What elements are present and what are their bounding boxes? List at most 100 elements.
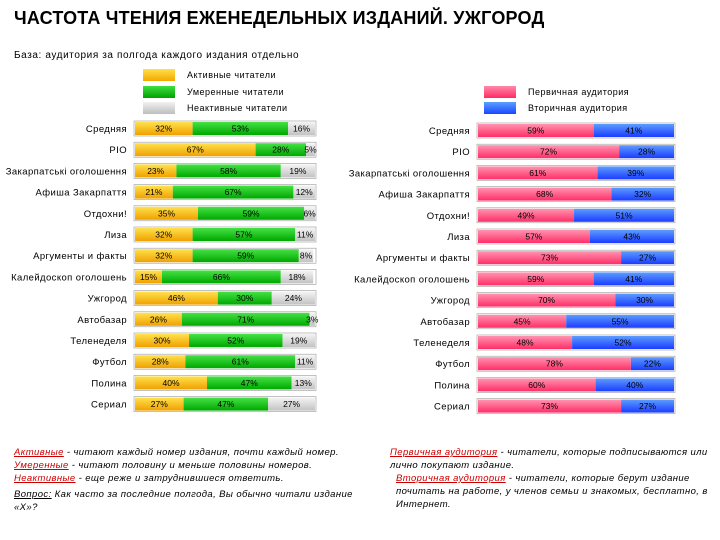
bar-segment-primary (478, 357, 631, 371)
data-label: 24% (285, 293, 302, 303)
category-label: Полина (434, 380, 470, 391)
bar-segment-active (135, 206, 198, 220)
bar-segment-secondary (566, 314, 674, 328)
data-label: 72% (540, 147, 557, 157)
footnote-primary: Первичная аудитория - читатели, которые … (390, 446, 712, 472)
bar-segment-primary (478, 251, 622, 265)
data-label: 26% (150, 314, 167, 324)
bar-segment-primary (478, 293, 616, 307)
legend-swatch-active (143, 69, 175, 81)
data-label: 8% (300, 251, 313, 261)
data-label: 52% (615, 338, 632, 348)
footnote-term: Неактивные (14, 473, 76, 484)
footnote-text: Как часто за последние полгода, Вы обычн… (14, 489, 353, 513)
bar-segment-active (135, 249, 193, 263)
data-label: 70% (538, 295, 555, 305)
bar-segment-inactive (293, 185, 315, 199)
bar-segment-active (135, 270, 162, 284)
bar-segment-moderate (189, 334, 283, 347)
category-label: Закарпатські оголошення (349, 168, 470, 179)
bar-segment-primary (478, 399, 622, 413)
bar-segment-primary (478, 187, 612, 201)
bar-segment-moderate (183, 397, 269, 411)
data-label: 52% (227, 336, 244, 346)
bar-segment-inactive (268, 397, 315, 411)
data-label: 27% (151, 399, 168, 409)
data-label: 73% (541, 401, 558, 411)
category-label: Сериал (91, 400, 127, 411)
data-label: 78% (546, 359, 563, 369)
bar-segment-primary (478, 166, 598, 180)
data-label: 13% (295, 378, 312, 388)
bar-segment-active (135, 355, 186, 369)
footnote-secondary: Вторичная аудитория - читатели, которые … (390, 472, 712, 511)
data-label: 59% (527, 126, 544, 136)
data-label: 55% (612, 316, 629, 326)
bar-segment-secondary (621, 399, 674, 413)
data-label: 11% (297, 357, 314, 367)
bar-segment-moderate (172, 185, 294, 199)
footnotes-left: Активные - читают каждый номер издания, … (14, 446, 374, 514)
category-label: PIO (452, 147, 470, 158)
data-label: 32% (155, 124, 172, 134)
category-label: Закарпатські оголошення (6, 166, 127, 177)
bar-segment-inactive (304, 206, 315, 220)
base-note: База: аудитория за полгода каждого издан… (14, 50, 300, 61)
category-label: Отдохни! (84, 209, 127, 220)
category-label: Отдохни! (427, 211, 470, 222)
category-label: Лиза (104, 230, 127, 241)
bar-segment-inactive (309, 312, 315, 326)
legend-item-primary: Первичная аудитория (484, 86, 629, 98)
data-label: 71% (237, 314, 254, 324)
data-label: 28% (638, 147, 655, 157)
footnote-term: Умеренные (14, 460, 69, 471)
data-label: 32% (634, 189, 651, 199)
footnote-term: Вопрос: (14, 489, 52, 500)
left-chart: Средняя 32% 53% 16% PIO 67% 28% 5% Закарпатські … (6, 120, 319, 412)
data-label: 27% (639, 253, 656, 263)
bar-segment-primary (478, 145, 620, 159)
data-label: 6% (303, 208, 316, 218)
footnote-moderate: Умеренные - читают половину и меньше пол… (14, 459, 374, 472)
category-label: Калейдоскоп оголошень (354, 274, 470, 285)
data-label: 28% (272, 145, 289, 155)
bar-segment-primary (478, 336, 573, 349)
bar-segment-active (135, 143, 256, 157)
category-label: Аргументы и факты (33, 251, 127, 262)
data-label: 59% (237, 251, 254, 261)
bar-segment-inactive (280, 164, 315, 178)
data-label: 30% (636, 295, 653, 305)
data-label: 35% (158, 208, 175, 218)
legend-swatch-primary (484, 86, 516, 98)
bar-segment-moderate (192, 228, 296, 241)
data-label: 59% (527, 274, 544, 284)
category-label: Калейдоскоп оголошень (11, 272, 127, 283)
data-label: 43% (623, 232, 640, 242)
bar-segment-primary (478, 272, 594, 286)
category-label: Афиша Закарпаття (378, 190, 470, 201)
data-label: 28% (152, 357, 169, 367)
data-label: 66% (213, 272, 230, 282)
bar-segment-secondary (572, 336, 674, 349)
right-chart: Средняя 59% 41% PIO 72% 28% Закарпатські оголо… (349, 122, 676, 414)
bar-segment-inactive (280, 270, 314, 284)
bar-segment-active (135, 334, 189, 347)
legend-label-inactive: Неактивные читатели (187, 103, 288, 113)
data-label: 53% (232, 124, 249, 134)
legend-item-inactive: Неактивные читатели (143, 102, 287, 114)
page-title: ЧАСТОТА ЧТЕНИЯ ЕЖЕНЕДЕЛЬНЫХ ИЗДАНИЙ. УЖГ… (14, 8, 545, 28)
category-label: Сериал (434, 402, 470, 413)
footnote-text: - читатели, которые подписываются или ли… (390, 447, 708, 471)
bar-segment-secondary (595, 378, 674, 392)
bar-segment-primary (478, 208, 575, 222)
data-label: 32% (155, 230, 172, 240)
data-label: 18% (288, 272, 305, 282)
footnote-text: - читают каждый номер издания, почти каж… (63, 447, 339, 458)
legend-item-secondary: Вторичная аудитория (484, 102, 628, 114)
category-label: PIO (109, 145, 127, 156)
category-label: Ужгород (431, 296, 470, 307)
category-label: Афиша Закарпаття (35, 188, 127, 199)
footnote-inactive: Неактивные - еще реже и затруднившиеся о… (14, 472, 374, 485)
legend-item-moderate: Умеренные читатели (143, 86, 284, 98)
bar-segment-inactive (295, 228, 315, 241)
